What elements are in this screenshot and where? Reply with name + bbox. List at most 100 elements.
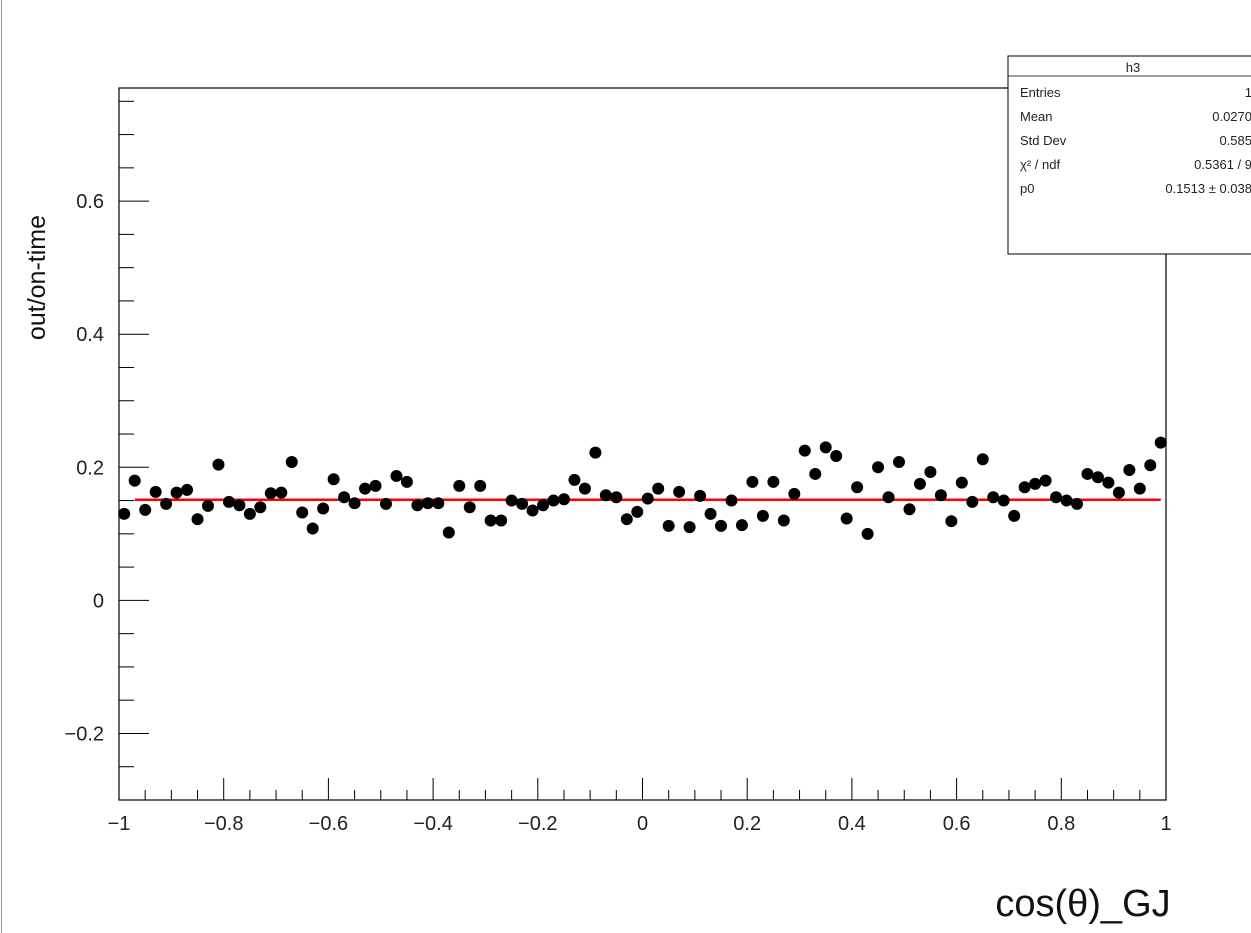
data-point (233, 499, 246, 512)
data-point (526, 504, 539, 517)
data-point (181, 483, 194, 496)
y-axis-tick-labels: −0.2 0 0.2 0.4 0.6 (65, 191, 104, 745)
data-point (641, 492, 654, 505)
x-tick-label: 0.2 (733, 813, 761, 835)
data-point (673, 485, 686, 498)
data-point (400, 475, 413, 488)
y-tick-label: −0.2 (65, 723, 104, 745)
data-point (432, 497, 445, 510)
data-point (955, 476, 968, 489)
x-axis-title: cos(θ)_GJ (995, 883, 1170, 925)
data-point (285, 455, 298, 468)
data-point (1144, 459, 1157, 472)
data-point (620, 513, 633, 526)
data-point (557, 493, 570, 506)
data-point (1102, 476, 1115, 489)
data-point (1018, 481, 1031, 494)
data-point (128, 474, 141, 487)
data-point (1123, 463, 1136, 476)
data-point (275, 486, 288, 499)
data-point (840, 512, 853, 525)
stats-row-label: Entries (1020, 85, 1061, 100)
data-point (652, 482, 665, 495)
data-point (296, 506, 309, 519)
data-point (756, 509, 769, 522)
data-point (149, 485, 162, 498)
data-point (1050, 491, 1063, 504)
data-point (893, 455, 906, 468)
data-point (662, 519, 675, 532)
data-point (934, 489, 947, 502)
data-point (463, 501, 476, 514)
data-point (338, 491, 351, 504)
data-point (118, 507, 131, 520)
data-point (1081, 467, 1094, 480)
data-point (599, 489, 612, 502)
data-point (704, 507, 717, 520)
data-point (1071, 497, 1084, 510)
data-point (359, 482, 372, 495)
data-point (411, 499, 424, 512)
data-point (882, 491, 895, 504)
data-point (306, 522, 319, 535)
data-point (516, 497, 529, 510)
stats-row-value: 1 (1245, 85, 1251, 100)
data-point (442, 526, 455, 539)
stats-row-value: 0.1513 ± 0.038 (1165, 181, 1251, 196)
stats-box-frame (1007, 55, 1251, 255)
data-point (1060, 494, 1073, 507)
data-point (913, 477, 926, 490)
data-point (798, 444, 811, 457)
y-tick-label: 0.6 (76, 191, 104, 213)
data-point (568, 473, 581, 486)
data-point (861, 527, 874, 540)
x-tick-label: −0.4 (413, 813, 452, 835)
data-point (369, 479, 382, 492)
data-point (1008, 509, 1021, 522)
data-point (1029, 477, 1042, 490)
data-point (160, 497, 173, 510)
data-point (139, 503, 152, 516)
data-point (453, 479, 466, 492)
data-point (1039, 474, 1052, 487)
data-point (987, 491, 1000, 504)
data-point (327, 473, 340, 486)
stats-row-label: p0 (1020, 181, 1034, 196)
data-point (254, 501, 267, 514)
data-point (830, 449, 843, 462)
stats-row-value: 0.585 (1219, 133, 1251, 148)
data-point (505, 494, 518, 507)
stats-row-label: Std Dev (1020, 133, 1067, 148)
data-point (725, 494, 738, 507)
data-point (966, 495, 979, 508)
data-point (851, 481, 864, 494)
y-tick-label: 0 (93, 590, 104, 612)
data-point (1112, 486, 1125, 499)
data-point (484, 514, 497, 527)
x-tick-label: 0.4 (838, 813, 866, 835)
data-point (1154, 436, 1167, 449)
x-axis-ticks (118, 778, 1167, 800)
data-point (348, 497, 361, 510)
data-point (191, 513, 204, 526)
y-tick-label: 0.2 (76, 457, 104, 479)
data-point (243, 507, 256, 520)
stats-rows: Entries 1 Mean 0.0270 Std Dev 0.585 χ² / ndf 0.… (1020, 85, 1251, 196)
data-point (694, 489, 707, 502)
stats-row-value: 0.5361 / 9 (1194, 157, 1251, 172)
data-point (767, 475, 780, 488)
data-point (715, 519, 728, 532)
x-axis-tick-labels: −1 −0.8 −0.6 −0.4 −0.2 0 0.2 0.4 0.6 0.8 1 (108, 813, 1172, 835)
data-point (547, 494, 560, 507)
stats-row-label: χ² / ndf (1020, 157, 1060, 172)
data-point (537, 499, 550, 512)
x-tick-label: 0 (637, 813, 648, 835)
data-point (421, 497, 434, 510)
data-point (872, 461, 885, 474)
stats-row-value: 0.0270 (1212, 109, 1251, 124)
stats-row-label: Mean (1020, 109, 1053, 124)
data-point (924, 465, 937, 478)
data-point (777, 514, 790, 527)
data-point (683, 521, 696, 534)
